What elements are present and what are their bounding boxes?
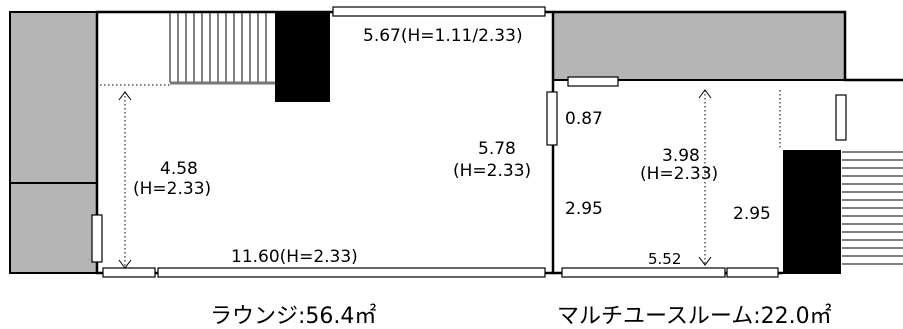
- dimension-label: 0.87: [565, 109, 603, 129]
- dimension-label: 11.60(H=2.33): [231, 247, 358, 267]
- dimension-label: 5.52: [648, 250, 681, 268]
- dimension-label: 5.78: [478, 139, 516, 159]
- dimension-label: 4.58: [160, 159, 198, 179]
- dimension-label: (H=2.33): [640, 164, 718, 184]
- dimension-label: (H=2.33): [133, 179, 211, 199]
- room-name: マルチユースルーム:22.0㎡: [557, 303, 832, 329]
- dimension-label: (H=2.33): [453, 161, 531, 181]
- dimension-label: 2.95: [565, 199, 603, 219]
- dimension-label: 3.98: [662, 146, 700, 166]
- layout: [9, 6, 903, 278]
- dimension-label: 2.95: [733, 204, 771, 224]
- room-name: ラウンジ:56.4㎡: [210, 303, 376, 329]
- dimension-label: 5.67(H=1.11/2.33): [363, 26, 523, 46]
